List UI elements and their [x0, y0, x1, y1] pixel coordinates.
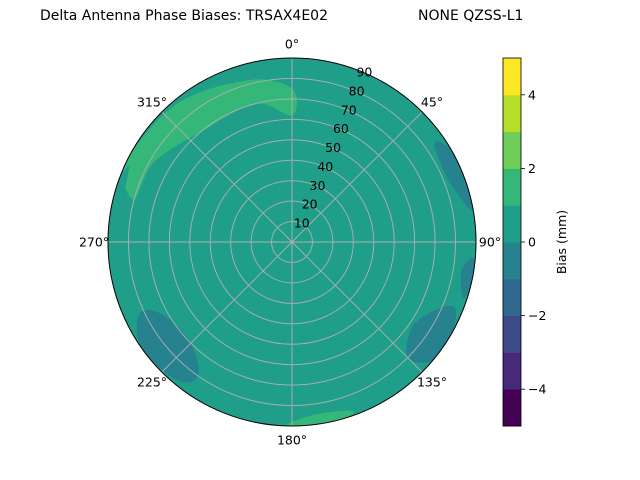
contour-region-east-edge-low [460, 257, 475, 299]
colorbar-segment [503, 242, 521, 280]
colorbar: −4 −2 0 2 4 Bias (mm) [502, 57, 569, 427]
angular-gridline [161, 111, 293, 243]
colorbar-tick-label: 2 [528, 161, 536, 176]
colorbar-tick-label: 0 [528, 235, 536, 250]
polar-grid [107, 57, 477, 427]
radial-tick-label: 40 [317, 159, 333, 174]
radial-tick-label: 30 [310, 178, 326, 193]
angular-tick-label: 45° [421, 94, 443, 109]
angular-tick-label: 225° [137, 375, 167, 390]
colorbar-tick-label: −2 [528, 308, 546, 323]
polar-frame [107, 57, 477, 427]
colorbar-segment [503, 315, 521, 353]
chart-title-left: Delta Antenna Phase Biases: TRSAX4E02 [40, 8, 328, 24]
colorbar-segment [503, 389, 521, 427]
colorbar-segment [503, 94, 521, 133]
colorbar-segment [503, 352, 521, 390]
contour-region-south-edge-peak [298, 417, 340, 426]
angular-tick-label: 135° [417, 375, 447, 390]
contour-region-east-low-deep [445, 152, 469, 199]
colorbar-label: Bias (mm) [554, 210, 569, 274]
colorbar-segment [503, 278, 521, 317]
chart-title: Delta Antenna Phase Biases: TRSAX4E02 NO… [0, 8, 640, 56]
radial-tick-label: 90 [356, 65, 372, 80]
angular-tick-label: 0° [285, 37, 299, 52]
angular-tick-labels: 0° 45° 90° 135° 180° 225° 270° 315° [79, 37, 501, 448]
radial-tick-label: 80 [349, 83, 365, 98]
colorbar-segment [503, 58, 521, 96]
colorbar-segment [503, 168, 521, 206]
contour-region-west-lobe [108, 165, 144, 290]
colorbar-tick-label: −4 [528, 382, 546, 397]
radial-tick-label: 20 [302, 197, 318, 212]
angular-gridline [291, 241, 423, 373]
angular-tick-label: 270° [79, 235, 109, 250]
contour-region-northwest-peak [125, 94, 241, 186]
colorbar-segment [503, 205, 521, 243]
chart-title-right: NONE QZSS-L1 [418, 8, 524, 24]
contour-region-north-east-mid [333, 108, 398, 159]
angular-tick-label: 180° [277, 433, 307, 448]
radial-tick-label: 70 [341, 102, 357, 117]
angular-gridline [161, 241, 293, 373]
angular-tick-label: 90° [479, 235, 501, 250]
radial-tick-label: 60 [333, 121, 349, 136]
radial-tick-label: 10 [294, 216, 310, 231]
radial-tick-label: 50 [325, 140, 341, 155]
angular-tick-label: 315° [137, 94, 167, 109]
radial-tick-labels: 10 20 30 40 50 60 70 80 90 [294, 65, 373, 231]
contour-region-zenith-area-elev-0-50 [224, 221, 347, 334]
colorbar-segment [503, 131, 521, 169]
colorbar-tick-label: 4 [528, 87, 536, 102]
angular-gridline [291, 111, 423, 243]
